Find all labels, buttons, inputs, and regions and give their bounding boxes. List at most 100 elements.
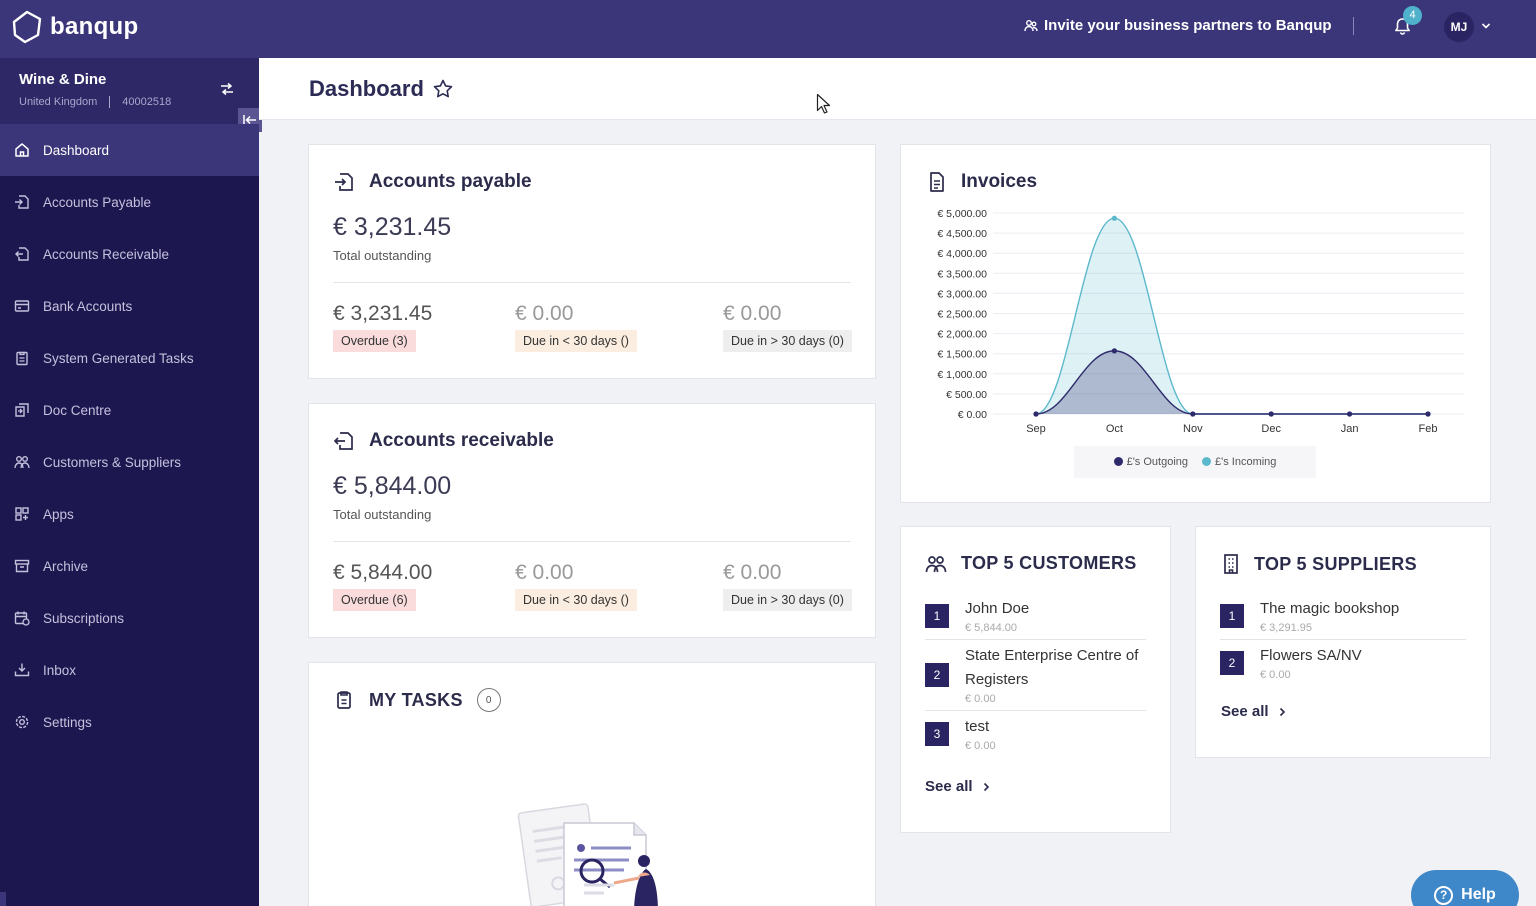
legend-item-outgoing[interactable]: £'s Outgoing <box>1113 456 1188 468</box>
customer-name: John Doe <box>965 600 1030 617</box>
suppliers-see-all-link[interactable]: See all <box>1221 703 1286 720</box>
data-point-outgoing <box>1190 411 1196 417</box>
payable-due-gt30-chip[interactable]: Due in > 30 days (0) <box>723 330 852 352</box>
sidebar: Wine & Dine United Kingdom 40002518 Dash… <box>0 58 262 906</box>
payable-icon <box>335 173 353 191</box>
series-area-outgoing <box>1036 350 1428 414</box>
sidebar-item-customers-suppliers[interactable]: Customers & Suppliers <box>0 436 259 488</box>
sidebar-item-inbox[interactable]: Inbox <box>0 644 259 696</box>
payable-due-gt30-amount: € 0.00 <box>723 302 782 325</box>
banqup-logo-icon <box>12 10 42 44</box>
rank-badge: 2 <box>925 663 949 687</box>
sidebar-item-dashboard[interactable]: Dashboard <box>0 124 259 176</box>
divider <box>333 282 851 283</box>
customer-name: State Enterprise Centre of Registers <box>965 647 1139 688</box>
card-title-text: TOP 5 SUPPLIERS <box>1254 553 1417 574</box>
customers-see-all-link[interactable]: See all <box>925 778 990 795</box>
sidebar-item-label: Accounts Payable <box>43 194 152 210</box>
receivable-overdue-amount: € 5,844.00 <box>333 561 433 584</box>
receivable-overdue-chip[interactable]: Overdue (6) <box>333 589 416 611</box>
list-item[interactable]: 1 The magic bookshop € 3,291.95 <box>1220 593 1466 640</box>
payable-overdue-amount: € 3,231.45 <box>333 302 433 325</box>
receivable-total-amount: € 5,844.00 <box>333 472 452 500</box>
receivable-due-gt30-chip[interactable]: Due in > 30 days (0) <box>723 589 852 611</box>
company-switcher[interactable]: Wine & Dine United Kingdom 40002518 <box>0 58 259 124</box>
legend-label-incoming: £'s Incoming <box>1215 456 1277 468</box>
sidebar-item-archive[interactable]: Archive <box>0 540 259 592</box>
data-point-outgoing <box>1111 348 1117 354</box>
people-icon <box>1024 19 1038 31</box>
sidebar-item-label: Dashboard <box>43 142 110 158</box>
list-item[interactable]: 1 John Doe € 5,844.00 <box>925 593 1146 640</box>
page-title-text: Dashboard <box>309 76 424 101</box>
y-tick-label: € 1,000.00 <box>937 369 987 381</box>
meta-divider <box>109 96 111 108</box>
payable-overdue-chip[interactable]: Overdue (3) <box>333 330 416 352</box>
data-point-outgoing <box>1347 411 1353 417</box>
topbar-divider <box>1353 17 1354 35</box>
apps-grid-icon <box>15 507 29 521</box>
x-tick-label: Oct <box>1106 423 1123 435</box>
customer-amount: € 5,844.00 <box>965 622 1017 634</box>
card-title: TOP 5 CUSTOMERS <box>925 553 1137 574</box>
sidebar-item-label: Settings <box>43 714 92 730</box>
payable-due-lt30-amount: € 0.00 <box>515 302 574 325</box>
top-customers-list: 1 John Doe € 5,844.00 2 State Enterprise … <box>925 593 1146 757</box>
see-all-label: See all <box>925 778 973 795</box>
top-suppliers-list: 1 The magic bookshop € 3,291.95 2 Flowers… <box>1220 593 1466 686</box>
see-all-label: See all <box>1221 703 1269 720</box>
sidebar-item-subscriptions[interactable]: Subscriptions <box>0 592 259 644</box>
my-tasks-card: MY TASKS 0 <box>308 662 876 906</box>
chevron-down-icon <box>1481 23 1491 29</box>
data-point-outgoing <box>1268 411 1274 417</box>
accounts-payable-card: Accounts payable € 3,231.45 Total outsta… <box>308 144 876 379</box>
sidebar-item-apps[interactable]: Apps <box>0 488 259 540</box>
sidebar-item-settings[interactable]: Settings <box>0 696 259 748</box>
x-tick-label: Jan <box>1341 423 1359 435</box>
notifications-count-badge: 4 <box>1403 6 1422 25</box>
page-title: Dashboard <box>309 76 454 102</box>
subscriptions-icon <box>14 611 30 626</box>
chevron-right-icon <box>1279 707 1285 716</box>
banqup-logo[interactable]: banqup <box>12 10 138 44</box>
payable-total-label: Total outstanding <box>333 248 432 263</box>
question-icon: ? <box>1434 886 1454 905</box>
list-item[interactable]: 2 Flowers SA/NV € 0.00 <box>1220 640 1466 686</box>
user-menu-chevron[interactable] <box>1481 22 1491 30</box>
sidebar-item-label: Apps <box>43 506 74 522</box>
list-item[interactable]: 2 State Enterprise Centre of Registers € … <box>925 640 1146 711</box>
invite-partners-button[interactable]: Invite your business partners to Banqup <box>1024 17 1332 34</box>
y-tick-label: € 2,000.00 <box>937 329 987 341</box>
invite-label: Invite your business partners to Banqup <box>1044 17 1332 34</box>
series-area-incoming <box>1036 218 1428 414</box>
help-button[interactable]: ? Help <box>1411 870 1519 906</box>
card-title-text: Invoices <box>961 171 1038 192</box>
sidebar-item-bank-accounts[interactable]: Bank Accounts <box>0 280 259 332</box>
rank-badge: 2 <box>1220 651 1244 675</box>
user-avatar[interactable]: MJ <box>1444 12 1474 42</box>
legend-item-incoming[interactable]: £'s Incoming <box>1202 456 1276 468</box>
sidebar-item-label: System Generated Tasks <box>43 350 194 366</box>
star-icon[interactable] <box>432 78 454 100</box>
sidebar-item-accounts-receivable[interactable]: Accounts Receivable <box>0 228 259 280</box>
customer-amount: € 0.00 <box>965 740 996 752</box>
sidebar-item-doc-centre[interactable]: Doc Centre <box>0 384 259 436</box>
list-item[interactable]: 3 test € 0.00 <box>925 711 1146 757</box>
sidebar-item-system-generated-tasks[interactable]: System Generated Tasks <box>0 332 259 384</box>
y-tick-label: € 0.00 <box>958 409 987 421</box>
y-tick-label: € 500.00 <box>946 389 987 401</box>
chart-legend: £'s Outgoing £'s Incoming <box>1074 446 1316 478</box>
empty-tasks-illustration <box>517 803 658 906</box>
sidebar-item-accounts-payable[interactable]: Accounts Payable <box>0 176 259 228</box>
inbox-icon <box>14 663 30 677</box>
card-title: TOP 5 SUPPLIERS <box>1222 553 1417 575</box>
y-tick-label: € 3,000.00 <box>937 288 987 300</box>
switch-company-button[interactable] <box>218 82 236 96</box>
receivable-due-lt30-chip[interactable]: Due in < 30 days () <box>515 589 637 611</box>
sidebar-item-label: Inbox <box>43 662 77 678</box>
receivable-total-label: Total outstanding <box>333 507 432 522</box>
payable-due-lt30-chip[interactable]: Due in < 30 days () <box>515 330 637 352</box>
customer-amount: € 0.00 <box>965 693 996 705</box>
legend-dot-outgoing <box>1113 457 1123 466</box>
supplier-amount: € 0.00 <box>1260 669 1291 681</box>
